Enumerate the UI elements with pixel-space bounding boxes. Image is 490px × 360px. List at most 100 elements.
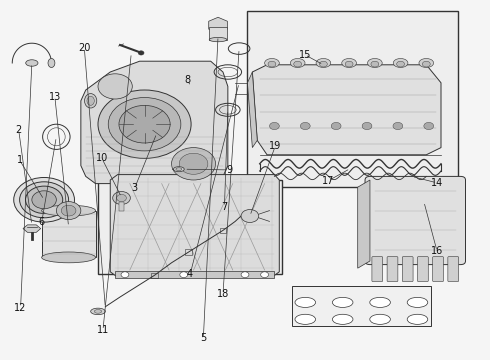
Polygon shape (209, 17, 227, 33)
Circle shape (172, 148, 216, 180)
Circle shape (422, 61, 430, 67)
Polygon shape (81, 61, 228, 184)
Ellipse shape (48, 58, 55, 68)
FancyBboxPatch shape (448, 257, 459, 282)
Circle shape (179, 153, 208, 174)
Circle shape (319, 61, 327, 67)
Polygon shape (247, 72, 257, 148)
Circle shape (117, 194, 126, 202)
Text: 14: 14 (431, 178, 443, 188)
Polygon shape (110, 175, 279, 277)
Polygon shape (23, 225, 41, 232)
Ellipse shape (295, 297, 316, 307)
Circle shape (261, 272, 269, 278)
Text: 19: 19 (270, 141, 281, 151)
FancyBboxPatch shape (365, 176, 466, 265)
Text: 3: 3 (132, 183, 138, 193)
Circle shape (98, 74, 132, 99)
Bar (119, 202, 124, 211)
Bar (151, 273, 158, 278)
Circle shape (32, 191, 56, 209)
Ellipse shape (370, 297, 391, 307)
Ellipse shape (209, 37, 227, 42)
Polygon shape (252, 65, 441, 155)
FancyBboxPatch shape (402, 257, 413, 282)
Circle shape (345, 61, 353, 67)
Ellipse shape (87, 96, 94, 105)
Text: 9: 9 (226, 165, 232, 175)
Circle shape (331, 122, 341, 130)
Ellipse shape (342, 58, 357, 68)
Polygon shape (358, 180, 370, 268)
Ellipse shape (295, 314, 316, 324)
Circle shape (119, 105, 170, 143)
Bar (247, 11, 458, 187)
Bar (209, 27, 227, 40)
Ellipse shape (316, 58, 331, 68)
Text: 1: 1 (17, 155, 23, 165)
Text: 15: 15 (298, 50, 311, 60)
Circle shape (61, 205, 76, 216)
Circle shape (241, 210, 259, 222)
Circle shape (393, 122, 403, 130)
Text: 6: 6 (39, 217, 45, 228)
Bar (292, 286, 431, 326)
Circle shape (241, 272, 249, 278)
Ellipse shape (393, 58, 408, 68)
Bar (115, 271, 274, 278)
Ellipse shape (265, 58, 279, 68)
Text: 4: 4 (187, 269, 193, 279)
FancyBboxPatch shape (433, 257, 443, 282)
Circle shape (56, 202, 81, 220)
FancyBboxPatch shape (372, 257, 383, 282)
Circle shape (98, 90, 191, 158)
Text: 2: 2 (16, 125, 22, 135)
Circle shape (300, 122, 310, 130)
Ellipse shape (42, 252, 96, 263)
Ellipse shape (26, 60, 38, 66)
Ellipse shape (173, 167, 184, 172)
Circle shape (20, 182, 69, 218)
Ellipse shape (91, 308, 105, 315)
Circle shape (113, 192, 130, 204)
Ellipse shape (176, 168, 182, 171)
Text: 16: 16 (431, 246, 443, 256)
Text: 10: 10 (96, 153, 108, 163)
Text: 11: 11 (97, 325, 109, 336)
Ellipse shape (368, 58, 382, 68)
Circle shape (121, 272, 129, 278)
Circle shape (14, 177, 74, 222)
Circle shape (424, 122, 434, 130)
Circle shape (396, 61, 405, 67)
Text: 7: 7 (221, 202, 227, 212)
Ellipse shape (419, 58, 434, 68)
Ellipse shape (42, 205, 96, 216)
Ellipse shape (370, 314, 391, 324)
Ellipse shape (94, 310, 102, 313)
Ellipse shape (332, 314, 353, 324)
Text: 13: 13 (49, 92, 61, 102)
FancyBboxPatch shape (417, 257, 428, 282)
Ellipse shape (332, 297, 353, 307)
Text: 18: 18 (217, 289, 229, 300)
Circle shape (371, 61, 379, 67)
Circle shape (138, 51, 144, 55)
Ellipse shape (407, 314, 428, 324)
Text: 17: 17 (322, 176, 335, 186)
Ellipse shape (290, 58, 305, 68)
Circle shape (362, 122, 372, 130)
Bar (185, 249, 192, 255)
Circle shape (294, 61, 302, 67)
Circle shape (268, 61, 276, 67)
Bar (42, 211, 96, 257)
FancyBboxPatch shape (387, 257, 398, 282)
Ellipse shape (407, 297, 428, 307)
Bar (98, 180, 282, 274)
Text: 12: 12 (14, 303, 27, 313)
Ellipse shape (84, 94, 97, 108)
Text: 8: 8 (184, 75, 190, 85)
Circle shape (108, 98, 181, 151)
Circle shape (25, 186, 63, 213)
Circle shape (270, 122, 279, 130)
Circle shape (180, 272, 188, 278)
